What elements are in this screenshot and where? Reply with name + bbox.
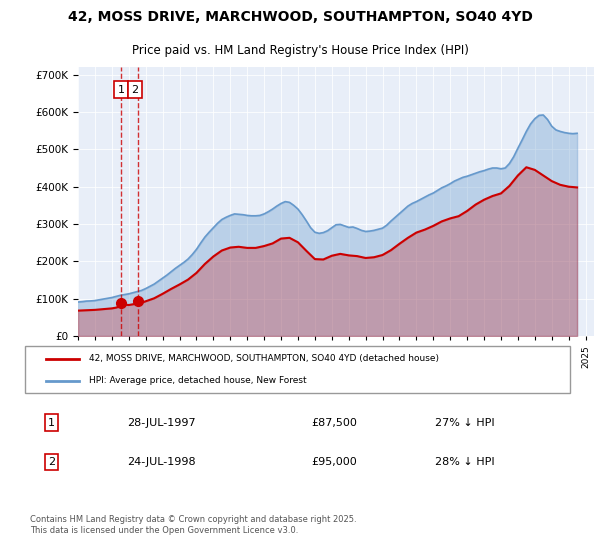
Text: £95,000: £95,000	[311, 457, 356, 467]
FancyBboxPatch shape	[25, 347, 570, 393]
Text: Contains HM Land Registry data © Crown copyright and database right 2025.
This d: Contains HM Land Registry data © Crown c…	[30, 515, 356, 535]
Text: 27% ↓ HPI: 27% ↓ HPI	[435, 418, 494, 428]
Text: Price paid vs. HM Land Registry's House Price Index (HPI): Price paid vs. HM Land Registry's House …	[131, 44, 469, 57]
Text: 1: 1	[118, 85, 125, 95]
Text: 1: 1	[48, 418, 55, 428]
Text: 24-JUL-1998: 24-JUL-1998	[127, 457, 196, 467]
Text: 42, MOSS DRIVE, MARCHWOOD, SOUTHAMPTON, SO40 4YD: 42, MOSS DRIVE, MARCHWOOD, SOUTHAMPTON, …	[68, 10, 532, 24]
Text: £87,500: £87,500	[311, 418, 356, 428]
Text: HPI: Average price, detached house, New Forest: HPI: Average price, detached house, New …	[89, 376, 307, 385]
Text: 2: 2	[131, 85, 138, 95]
Text: 28% ↓ HPI: 28% ↓ HPI	[435, 457, 494, 467]
Text: 28-JUL-1997: 28-JUL-1997	[127, 418, 196, 428]
Text: 42, MOSS DRIVE, MARCHWOOD, SOUTHAMPTON, SO40 4YD (detached house): 42, MOSS DRIVE, MARCHWOOD, SOUTHAMPTON, …	[89, 354, 439, 363]
Text: 2: 2	[48, 457, 55, 467]
